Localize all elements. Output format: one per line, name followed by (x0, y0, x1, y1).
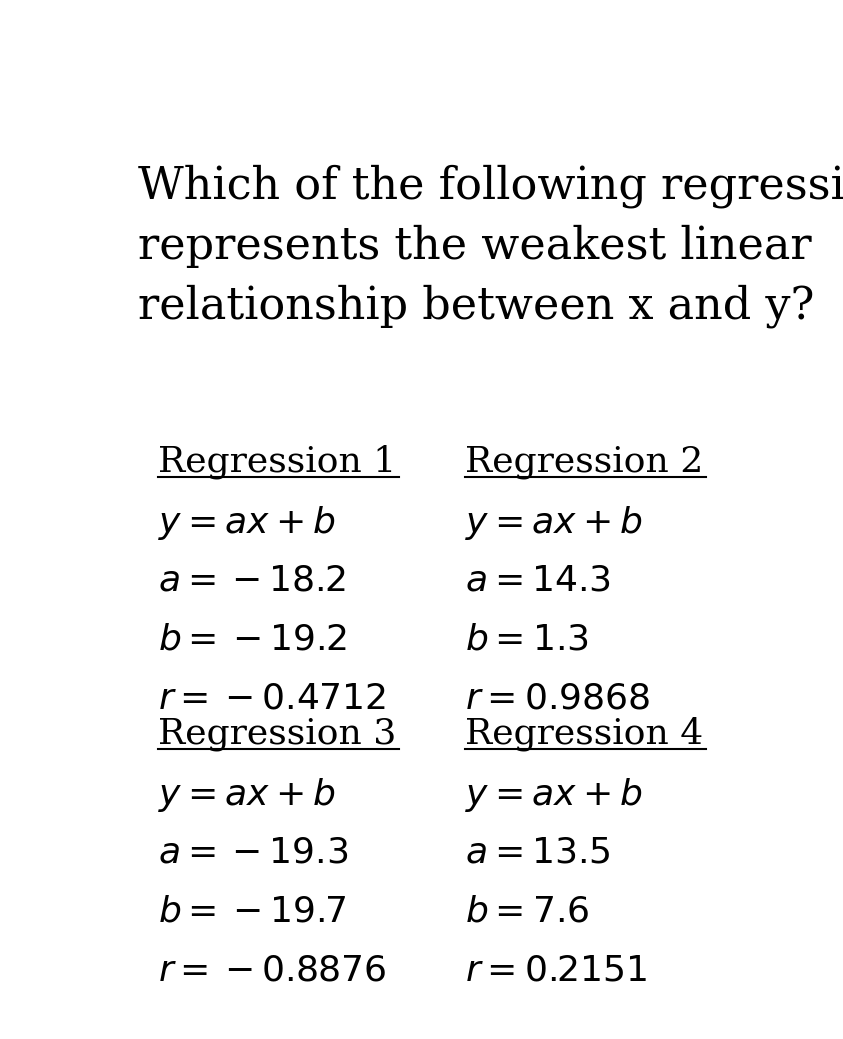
Text: $r = 0.2151$: $r = 0.2151$ (464, 954, 647, 987)
Text: $a = 13.5$: $a = 13.5$ (464, 835, 610, 869)
Text: Which of the following regressions: Which of the following regressions (138, 164, 843, 209)
Text: represents the weakest linear: represents the weakest linear (138, 224, 812, 268)
Text: $y = ax + b$: $y = ax + b$ (464, 776, 642, 814)
Text: $y = ax + b$: $y = ax + b$ (464, 504, 642, 542)
Text: $y = ax + b$: $y = ax + b$ (158, 504, 336, 542)
Text: Regression 1: Regression 1 (158, 445, 396, 479)
Text: $a = -19.3$: $a = -19.3$ (158, 835, 348, 869)
Text: $b = 1.3$: $b = 1.3$ (464, 622, 588, 657)
Text: $a = -18.2$: $a = -18.2$ (158, 563, 346, 597)
Text: $a = 14.3$: $a = 14.3$ (464, 563, 611, 597)
Text: $r = 0.9868$: $r = 0.9868$ (464, 682, 650, 716)
Text: relationship between x and y?: relationship between x and y? (138, 285, 814, 328)
Text: $b = -19.7$: $b = -19.7$ (158, 895, 346, 928)
Text: $y = ax + b$: $y = ax + b$ (158, 776, 336, 814)
Text: $b = 7.6$: $b = 7.6$ (464, 895, 589, 928)
Text: Regression 2: Regression 2 (464, 445, 703, 479)
Text: $b = -19.2$: $b = -19.2$ (158, 622, 346, 657)
Text: Regression 3: Regression 3 (158, 717, 396, 751)
Text: Regression 4: Regression 4 (464, 717, 703, 751)
Text: $r = -0.4712$: $r = -0.4712$ (158, 682, 386, 716)
Text: $r = -0.8876$: $r = -0.8876$ (158, 954, 386, 987)
